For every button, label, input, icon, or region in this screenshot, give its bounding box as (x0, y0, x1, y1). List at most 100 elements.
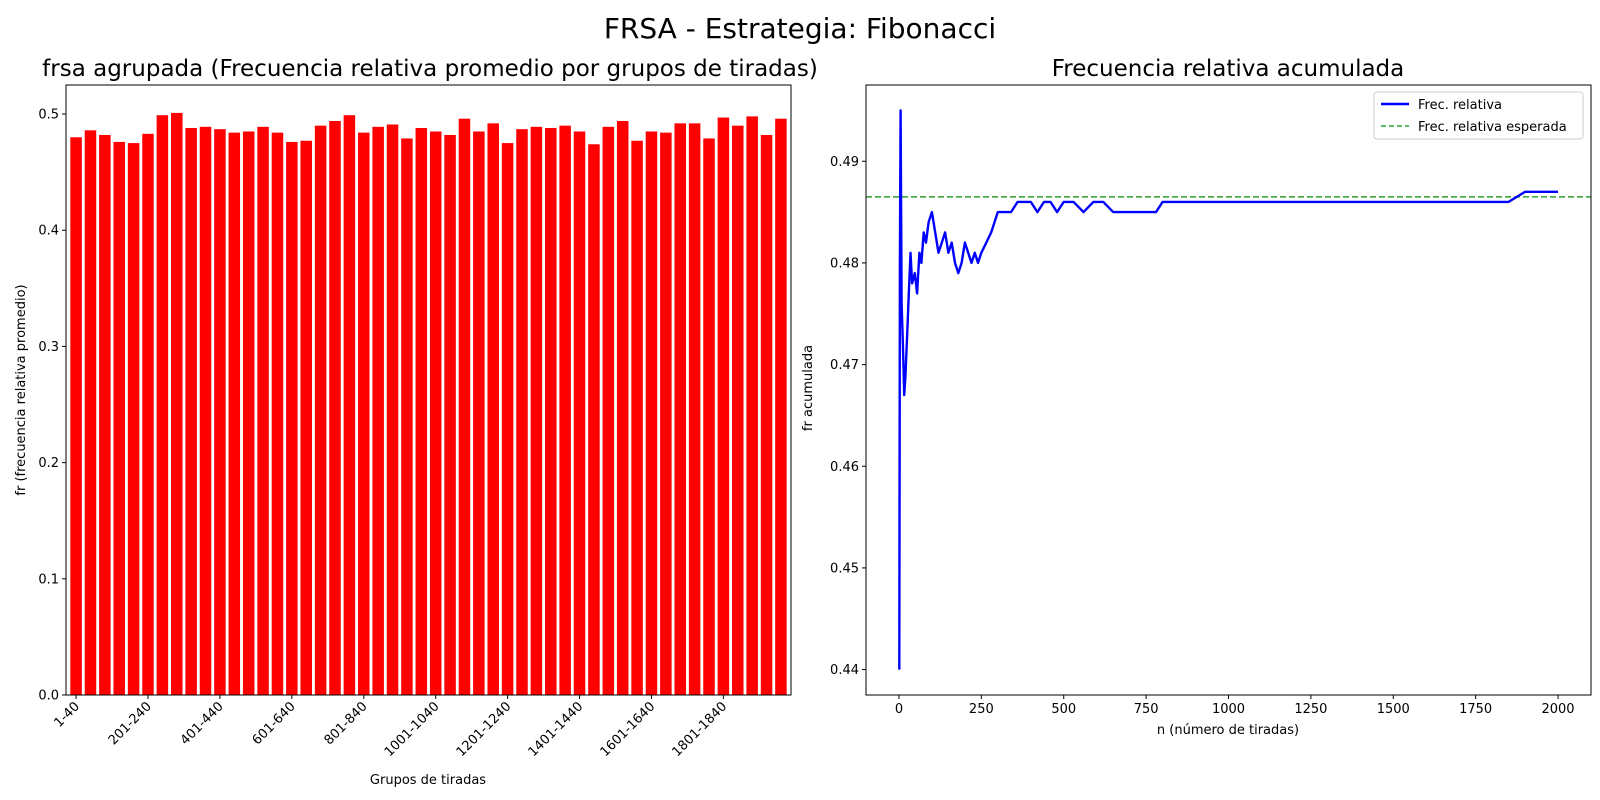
bar-361-400 (199, 126, 212, 696)
bar-1161-1200 (487, 123, 499, 696)
bar-641-680 (300, 140, 312, 695)
bar-1521-1560 (616, 121, 629, 696)
legend-label-frec-relativa: Frec. relativa (1418, 98, 1502, 113)
line-y-tick-label: 0.44 (830, 663, 859, 678)
bar-1321-1360 (545, 127, 557, 695)
legend-label-frec-esperada: Frec. relativa esperada (1418, 120, 1567, 135)
bar-y-tick-label: 0.3 (38, 340, 59, 355)
bar-561-600 (271, 132, 284, 696)
bar-1041-1080 (444, 134, 456, 695)
bar-801-840 (358, 132, 370, 696)
line-y-tick-label: 0.46 (830, 460, 859, 475)
bar-x-tick-label: 1801-1840 (670, 699, 731, 760)
bar-1201-1240 (501, 143, 514, 696)
bar-x-tick-label: 401-440 (178, 699, 227, 748)
line-x-tick-label: 500 (1051, 702, 1076, 717)
line-chart-x-label: n (número de tiradas) (1157, 723, 1299, 738)
line-chart-x-ticks: 0 250 500 750 1000 1250 1500 1750 2000 (895, 695, 1575, 717)
bar-1841-1880 (732, 125, 744, 695)
bar-1961-2000 (775, 118, 787, 695)
line-chart-title: Frecuencia relativa acumulada (1052, 56, 1405, 82)
bar-481-520 (242, 131, 255, 695)
bar-1241-1280 (516, 129, 528, 696)
bar-1921-1960 (760, 134, 773, 695)
bar-x-tick-label: 801-840 (322, 699, 371, 748)
bar-1601-1640 (645, 131, 658, 695)
line-x-tick-label: 1000 (1212, 702, 1245, 717)
bar-1881-1920 (746, 116, 758, 695)
line-y-tick-label: 0.45 (830, 561, 859, 576)
line-x-tick-label: 1250 (1294, 702, 1327, 717)
line-chart-series (866, 109, 1591, 670)
line-chart: Frecuencia relativa acumulada 0.440.450.… (801, 56, 1592, 738)
line-x-tick-label: 0 (895, 702, 903, 717)
line-x-tick-label: 1500 (1377, 702, 1410, 717)
line-chart-y-label: fr acumulada (801, 345, 816, 431)
line-x-tick-label: 1750 (1459, 702, 1492, 717)
bar-521-560 (257, 126, 269, 696)
bar-81-120 (99, 134, 111, 695)
bar-1561-1600 (631, 140, 643, 695)
bar-x-tick-label: 1201-1240 (454, 699, 515, 760)
bar-1721-1760 (688, 123, 701, 696)
bar-y-tick-label: 0.2 (38, 456, 59, 471)
bar-x-tick-label: 1601-1640 (598, 699, 659, 760)
bar-chart-x-ticks: 1-40 201-240 401-440 601-640 801-840 1001-104… (51, 695, 730, 760)
bar-chart-y-ticks: 0.0 0.1 0.2 0.3 0.4 0.5 (38, 108, 66, 704)
bar-y-tick-label: 0.0 (38, 689, 59, 704)
bar-y-tick-label: 0.4 (38, 224, 59, 239)
bar-961-1000 (415, 127, 428, 695)
line-chart-legend: Frec. relativa Frec. relativa esperada (1373, 91, 1584, 140)
bar-y-tick-label: 0.5 (38, 108, 59, 123)
figure-title: FRSA - Estrategia: Fibonacci (604, 12, 996, 45)
bar-41-80 (84, 130, 97, 696)
bar-x-tick-label: 1-40 (51, 699, 82, 730)
line-y-tick-label: 0.47 (830, 358, 859, 373)
bar-321-360 (185, 127, 197, 695)
bar-1641-1680 (660, 132, 672, 696)
bar-y-tick-label: 0.1 (38, 572, 59, 587)
bar-201-240 (142, 133, 154, 696)
bar-841-880 (372, 126, 384, 696)
bar-681-720 (314, 125, 327, 695)
bar-1401-1440 (573, 131, 586, 695)
line-chart-y-ticks: 0.44 0.45 0.46 0.47 0.48 0.49 (830, 155, 866, 678)
bar-1481-1520 (602, 126, 615, 696)
bar-chart: frsa agrupada (Frecuencia relativa prome… (14, 56, 818, 788)
bar-x-tick-label: 601-640 (250, 699, 299, 748)
bar-1361-1400 (559, 125, 571, 695)
bar-761-800 (343, 115, 356, 695)
line-y-tick-label: 0.49 (830, 155, 859, 170)
series-frec-relativa (898, 109, 1558, 670)
line-y-tick-label: 0.48 (830, 256, 859, 271)
line-x-tick-label: 750 (1134, 702, 1159, 717)
bar-721-760 (329, 121, 341, 696)
bar-121-160 (113, 141, 125, 695)
line-x-tick-label: 250 (969, 702, 994, 717)
bar-chart-y-label: fr (frecuencia relativa promedio) (14, 284, 29, 495)
bar-401-440 (214, 129, 226, 696)
bar-1001-1040 (429, 131, 442, 695)
bar-1-40 (70, 137, 82, 696)
bar-1801-1840 (717, 117, 730, 696)
line-chart-frame (865, 84, 1592, 696)
line-x-tick-label: 2000 (1541, 702, 1574, 717)
legend-box (1373, 91, 1584, 140)
bar-281-320 (171, 112, 183, 695)
bar-441-480 (228, 132, 241, 696)
bar-chart-frame (65, 84, 792, 696)
bar-1281-1320 (530, 126, 543, 696)
bar-1761-1800 (703, 138, 715, 695)
bar-161-200 (127, 143, 140, 696)
bar-1441-1480 (588, 144, 600, 695)
bar-601-640 (286, 141, 298, 695)
bar-chart-bars (70, 112, 787, 696)
bar-x-tick-label: 1401-1440 (526, 699, 587, 760)
bar-1681-1720 (674, 123, 686, 696)
bar-x-tick-label: 1001-1040 (382, 699, 443, 760)
bar-881-920 (386, 124, 399, 695)
bar-1081-1120 (458, 118, 471, 695)
bar-1121-1160 (473, 131, 485, 695)
bar-x-tick-label: 201-240 (106, 699, 155, 748)
